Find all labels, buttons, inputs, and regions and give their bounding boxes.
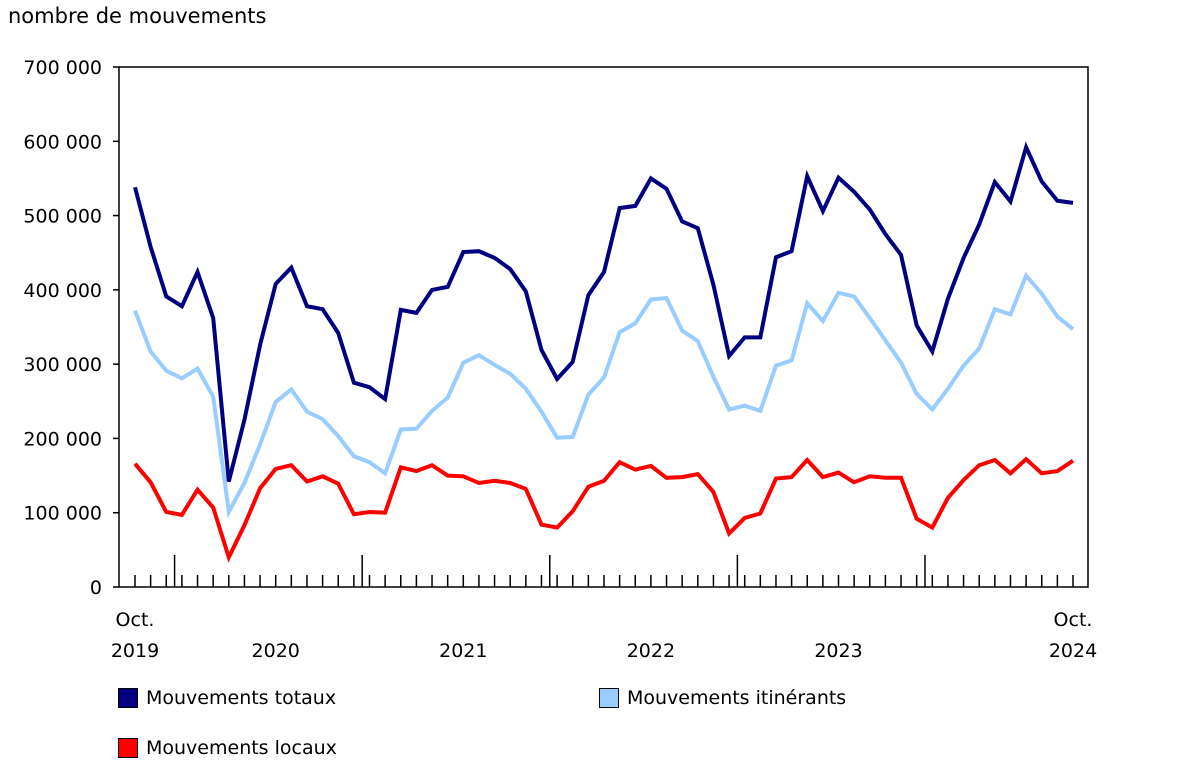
legend-label-locaux: Mouvements locaux bbox=[146, 737, 337, 759]
y-tick-label: 300 000 bbox=[23, 354, 102, 376]
y-axis-title: nombre de mouvements bbox=[8, 4, 267, 28]
x-tick-label-year: 2021 bbox=[439, 640, 487, 662]
series-line-locaux bbox=[133, 456, 1075, 563]
legend-label-totaux: Mouvements totaux bbox=[146, 687, 337, 709]
x-tick-label-year: 2022 bbox=[627, 640, 675, 662]
legend-swatch-totaux bbox=[118, 688, 138, 708]
legend-label-itinerants: Mouvements itinérants bbox=[627, 687, 847, 709]
x-tick-label-year: 2023 bbox=[814, 640, 862, 662]
y-tick-label: 400 000 bbox=[23, 280, 102, 302]
x-tick-label-year: 2024 bbox=[1049, 640, 1097, 662]
legend-swatch-itinerants bbox=[599, 688, 619, 708]
y-tick-label: 600 000 bbox=[23, 131, 102, 153]
series-line-totaux bbox=[133, 141, 1074, 482]
legend-item-totaux: Mouvements totaux bbox=[118, 687, 336, 709]
line-chart: 0 100 000 200 000 300 000 400 000 500 000 600 … bbox=[23, 57, 1097, 662]
x-tick-label-year: 2020 bbox=[252, 640, 300, 662]
y-tick-label: 0 bbox=[90, 577, 102, 599]
x-tick-label-year: 2019 bbox=[111, 640, 159, 662]
y-tick-label: 100 000 bbox=[23, 503, 102, 525]
x-tick-label-month: Oct. bbox=[116, 609, 155, 631]
y-tick-label: 700 000 bbox=[23, 57, 102, 79]
y-tick-label: 200 000 bbox=[23, 428, 102, 450]
legend-item-itinerants: Mouvements itinérants bbox=[599, 687, 846, 709]
legend-item-locaux: Mouvements locaux bbox=[118, 737, 337, 759]
x-tick-label-month: Oct. bbox=[1054, 609, 1093, 631]
series-line-itinerants bbox=[133, 271, 1075, 519]
y-tick-label: 500 000 bbox=[23, 206, 102, 228]
legend-swatch-locaux bbox=[118, 738, 138, 758]
